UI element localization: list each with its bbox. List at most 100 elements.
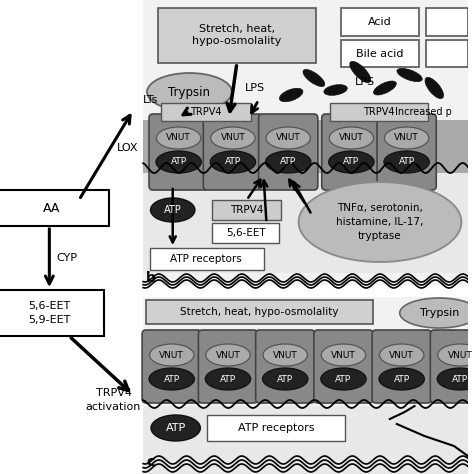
Ellipse shape xyxy=(263,368,308,390)
Ellipse shape xyxy=(437,368,474,390)
Bar xyxy=(158,8,316,63)
Ellipse shape xyxy=(384,151,429,173)
Bar xyxy=(143,0,468,285)
Text: 5,6-EET
5,9-EET: 5,6-EET 5,9-EET xyxy=(28,301,71,325)
Text: VNUT: VNUT xyxy=(447,350,472,359)
Text: ATP: ATP xyxy=(220,374,236,383)
Text: ATP: ATP xyxy=(277,374,293,383)
Bar xyxy=(329,103,428,121)
Text: TRPV4: TRPV4 xyxy=(230,205,264,215)
FancyBboxPatch shape xyxy=(259,114,318,190)
Ellipse shape xyxy=(324,85,347,95)
Ellipse shape xyxy=(328,151,374,173)
Ellipse shape xyxy=(279,88,303,102)
Text: Increased p: Increased p xyxy=(395,107,452,117)
FancyBboxPatch shape xyxy=(199,330,257,403)
Text: CYP: CYP xyxy=(56,253,77,263)
Text: Stretch, heat,
hypo-osmolality: Stretch, heat, hypo-osmolality xyxy=(192,24,282,46)
Ellipse shape xyxy=(206,344,250,366)
Text: ATP: ATP xyxy=(393,374,410,383)
Text: ATP: ATP xyxy=(165,423,186,433)
Bar xyxy=(427,40,468,67)
Ellipse shape xyxy=(149,344,194,366)
FancyBboxPatch shape xyxy=(322,114,381,190)
Ellipse shape xyxy=(299,182,461,262)
Text: VNUT: VNUT xyxy=(159,350,184,359)
FancyBboxPatch shape xyxy=(430,330,474,403)
Ellipse shape xyxy=(151,198,195,222)
Text: TRPV4
activation: TRPV4 activation xyxy=(86,388,141,411)
Text: ATP: ATP xyxy=(164,374,180,383)
Bar xyxy=(143,120,468,198)
Bar xyxy=(207,415,346,441)
Text: LTs: LTs xyxy=(143,95,158,105)
Text: 5,6-EET: 5,6-EET xyxy=(226,228,265,238)
Text: LOX: LOX xyxy=(117,143,138,153)
Bar xyxy=(340,40,419,67)
Bar xyxy=(0,290,104,336)
Bar xyxy=(143,332,468,402)
Text: ATP receptors: ATP receptors xyxy=(170,254,242,264)
Ellipse shape xyxy=(425,77,444,99)
FancyBboxPatch shape xyxy=(377,114,436,190)
Text: TRPV4: TRPV4 xyxy=(363,107,395,117)
Text: b: b xyxy=(146,271,156,285)
Ellipse shape xyxy=(151,415,201,441)
Text: AA: AA xyxy=(43,201,60,215)
Bar xyxy=(427,8,468,36)
Bar xyxy=(161,103,251,121)
Ellipse shape xyxy=(147,73,232,111)
Text: ATP: ATP xyxy=(280,157,296,166)
Ellipse shape xyxy=(384,127,429,149)
Ellipse shape xyxy=(205,368,251,390)
Text: ATP: ATP xyxy=(225,157,241,166)
Bar xyxy=(0,190,109,226)
Ellipse shape xyxy=(266,127,310,149)
Ellipse shape xyxy=(303,70,325,87)
Bar xyxy=(150,248,264,270)
Bar xyxy=(212,200,281,220)
Text: TRPV4: TRPV4 xyxy=(190,107,221,117)
Ellipse shape xyxy=(156,151,201,173)
Ellipse shape xyxy=(380,344,424,366)
Ellipse shape xyxy=(321,344,365,366)
Ellipse shape xyxy=(400,298,474,328)
Text: VNUT: VNUT xyxy=(273,350,298,359)
Text: LPS: LPS xyxy=(245,83,264,93)
Bar xyxy=(143,173,468,273)
Text: Trypsin: Trypsin xyxy=(168,85,210,99)
Bar xyxy=(143,297,468,474)
Text: VNUT: VNUT xyxy=(394,134,419,143)
FancyBboxPatch shape xyxy=(372,330,431,403)
Text: ATP: ATP xyxy=(171,157,187,166)
Bar xyxy=(143,406,468,474)
Text: c: c xyxy=(146,455,155,469)
Text: Acid: Acid xyxy=(368,17,392,27)
Text: Bile acid: Bile acid xyxy=(356,49,404,59)
Text: VNUT: VNUT xyxy=(216,350,240,359)
Ellipse shape xyxy=(321,368,366,390)
Ellipse shape xyxy=(210,151,255,173)
Text: ATP: ATP xyxy=(452,374,468,383)
Ellipse shape xyxy=(265,151,311,173)
Ellipse shape xyxy=(397,68,422,82)
FancyBboxPatch shape xyxy=(255,330,315,403)
Ellipse shape xyxy=(211,127,255,149)
Ellipse shape xyxy=(379,368,424,390)
Text: VNUT: VNUT xyxy=(339,134,364,143)
Text: VNUT: VNUT xyxy=(166,134,191,143)
Text: Stretch, heat, hypo-osmolality: Stretch, heat, hypo-osmolality xyxy=(180,307,339,317)
Text: VNUT: VNUT xyxy=(389,350,414,359)
Text: ATP: ATP xyxy=(336,374,352,383)
FancyBboxPatch shape xyxy=(203,114,263,190)
Ellipse shape xyxy=(263,344,308,366)
Ellipse shape xyxy=(329,127,374,149)
Text: ATP receptors: ATP receptors xyxy=(238,423,315,433)
FancyBboxPatch shape xyxy=(314,330,373,403)
Ellipse shape xyxy=(350,61,371,82)
Text: ATP: ATP xyxy=(399,157,415,166)
Ellipse shape xyxy=(156,127,201,149)
Text: ATP: ATP xyxy=(343,157,359,166)
Text: LPS: LPS xyxy=(355,77,375,87)
Text: VNUT: VNUT xyxy=(276,134,301,143)
